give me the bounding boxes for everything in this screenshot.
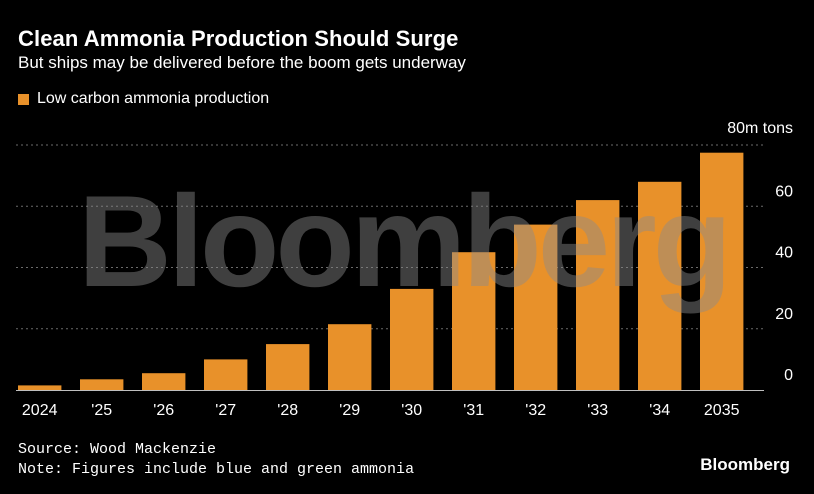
bar xyxy=(204,359,248,390)
bar xyxy=(80,379,124,390)
chart-subtitle: But ships may be delivered before the bo… xyxy=(18,53,466,72)
y-tick-label: 0 xyxy=(784,367,793,384)
x-tick-label: '25 xyxy=(91,402,112,419)
bar xyxy=(18,385,62,390)
bar xyxy=(266,344,310,390)
x-tick-label: '32 xyxy=(525,402,546,419)
footnote: Note: Figures include blue and green amm… xyxy=(18,461,415,478)
bar xyxy=(142,373,186,390)
x-tick-label: '34 xyxy=(649,402,670,419)
bar xyxy=(514,224,558,390)
bar xyxy=(700,152,744,390)
legend-label: Low carbon ammonia production xyxy=(37,90,270,107)
y-tick-label: 80m tons xyxy=(727,120,793,137)
x-tick-label: 2035 xyxy=(704,402,740,419)
chart-title: Clean Ammonia Production Should Surge xyxy=(18,26,459,51)
y-tick-layer: 0 20 40 60 80m tons xyxy=(727,120,793,384)
grid-layer xyxy=(16,144,764,391)
x-tick-label: '28 xyxy=(277,402,298,419)
y-tick-label: 40 xyxy=(775,245,793,262)
x-tick-label: '27 xyxy=(215,402,236,419)
x-tick-label: '33 xyxy=(587,402,608,419)
bar-layer xyxy=(18,152,744,391)
legend: Low carbon ammonia production xyxy=(18,90,269,108)
x-tick-label: '31 xyxy=(463,402,484,419)
x-tick-label: 2024 xyxy=(22,402,58,419)
x-tick-label: '26 xyxy=(153,402,174,419)
brand-logo: Bloomberg xyxy=(700,455,790,474)
source-note: Source: Wood Mackenzie xyxy=(18,441,217,458)
bar xyxy=(576,200,620,390)
x-tick-layer: 2024 '25 '26 '27 '28 '29 '30 '31 '32 '33 '34 2035 xyxy=(22,402,740,419)
bar xyxy=(390,288,434,390)
y-tick-label: 60 xyxy=(775,183,793,200)
y-tick-label: 20 xyxy=(775,306,793,323)
bar xyxy=(638,181,682,391)
legend-swatch xyxy=(18,93,29,105)
bar xyxy=(328,324,372,390)
x-tick-label: '29 xyxy=(339,402,360,419)
x-tick-label: '30 xyxy=(401,402,422,419)
bar xyxy=(452,252,496,390)
